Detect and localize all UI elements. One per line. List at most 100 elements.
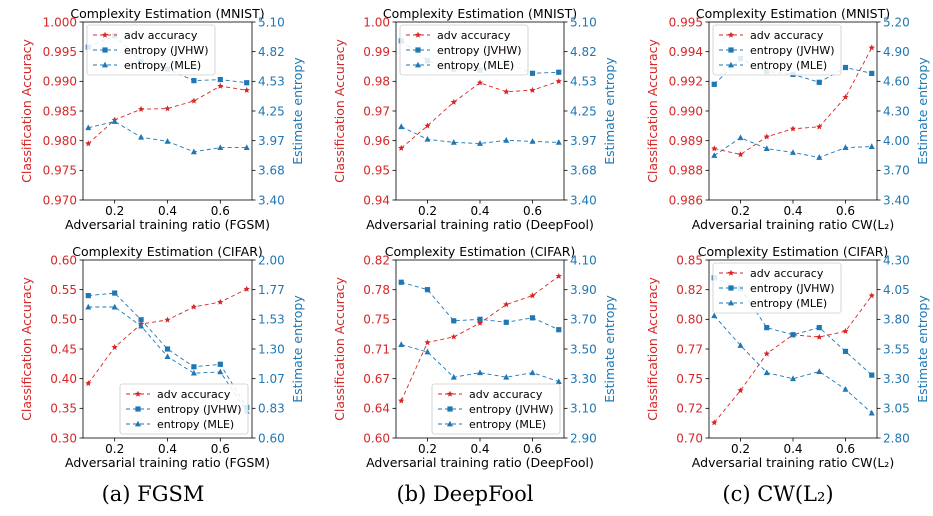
data-point (503, 319, 509, 325)
x-tick-label: 0.6 (836, 204, 855, 218)
y-tick-label: 0.98 (363, 75, 390, 89)
y2-tick-label: 1.53 (258, 313, 285, 327)
data-point (555, 272, 562, 279)
y-tick-label: 0.60 (50, 253, 77, 267)
data-point (138, 317, 144, 323)
legend-label: entropy (MLE) (124, 59, 201, 72)
legend-label: entropy (JVHW) (437, 44, 522, 57)
legend: adv accuracy entropy (JVHW) entropy (MLE) (399, 24, 529, 76)
data-point (111, 343, 118, 350)
y2-axis-label: Estimate entropy (915, 295, 930, 403)
y2-tick-label: 4.25 (570, 104, 597, 118)
data-point (164, 138, 171, 144)
y2-tick-label: 3.05 (883, 402, 910, 416)
series-line (401, 80, 559, 149)
y-tick-label: 0.994 (669, 45, 703, 59)
y-tick-label: 0.96 (363, 134, 390, 148)
data-point (164, 105, 171, 112)
legend-box (431, 383, 561, 435)
data-point (217, 361, 223, 367)
data-point (424, 339, 431, 346)
data-point (868, 143, 875, 149)
data-point (85, 303, 92, 310)
x-tick-label: 0.2 (418, 442, 437, 456)
y2-tick-label: 4.90 (883, 45, 910, 59)
y2-tick-label: 3.30 (883, 372, 910, 386)
y2-tick-label: 0.83 (258, 402, 285, 416)
data-point (450, 139, 457, 145)
legend-marker (728, 299, 734, 306)
data-point (790, 375, 796, 382)
data-point (868, 44, 875, 51)
chart-title: Complexity Estimation (CIFAR) (72, 244, 263, 259)
data-point (477, 140, 483, 146)
data-point (789, 125, 797, 132)
legend-box (399, 24, 529, 76)
chart-title: Complexity Estimation (MNIST) (383, 6, 577, 21)
data-point (842, 144, 849, 150)
legend-marker (447, 406, 453, 412)
y2-tick-label: 3.70 (883, 164, 910, 178)
y2-tick-label: 3.68 (258, 164, 285, 178)
data-point (111, 118, 118, 124)
x-tick-label: 0.2 (105, 442, 124, 456)
y2-tick-label: 5.20 (883, 15, 910, 29)
data-point (190, 148, 197, 155)
data-point (477, 369, 483, 376)
x-tick-label: 0.4 (470, 204, 489, 218)
data-point (398, 144, 405, 151)
x-tick-label: 0.6 (523, 204, 542, 218)
y2-tick-label: 3.97 (570, 134, 597, 148)
x-tick-label: 0.6 (523, 442, 542, 456)
y-tick-label: 0.30 (50, 431, 77, 445)
legend-marker (415, 61, 421, 68)
y-tick-label: 0.97 (363, 104, 390, 118)
y2-tick-label: 3.55 (883, 342, 910, 356)
legend-marker (415, 47, 421, 53)
x-tick-label: 0.6 (211, 204, 230, 218)
x-tick-label: 0.2 (731, 442, 750, 456)
x-axis-label: Adversarial training ratio (DeepFool) (366, 217, 594, 232)
y-tick-label: 0.980 (43, 134, 77, 148)
data-point (503, 88, 510, 95)
chart-panel-5: Complexity Estimation (CIFAR) 0.2 0.4 0.6Ad… (332, 244, 617, 470)
y-tick-label: 0.64 (363, 402, 390, 416)
y-tick-label: 0.60 (363, 431, 390, 445)
data-point (763, 133, 770, 140)
series-entropy-mle (85, 303, 250, 414)
y2-tick-label: 4.60 (883, 75, 910, 89)
legend-marker (414, 31, 422, 38)
legend-marker (102, 61, 108, 68)
data-point (191, 78, 197, 84)
legend-label: adv accuracy (157, 388, 231, 401)
y-axis-label: Classification Accuracy (645, 277, 660, 421)
legend: adv accuracy entropy (JVHW) entropy (MLE) (119, 383, 249, 435)
data-point (243, 86, 250, 93)
x-axis-label: Adversarial training ratio (FGSM) (65, 455, 270, 470)
y-tick-label: 0.990 (43, 75, 77, 89)
series-entropy-mle (398, 341, 562, 385)
series-line (713, 295, 873, 423)
y-tick-label: 0.990 (669, 104, 703, 118)
data-point (737, 134, 744, 141)
y2-tick-label: 4.53 (258, 75, 285, 89)
data-point (398, 341, 405, 347)
data-point (217, 82, 224, 89)
chart-title: Complexity Estimation (MNIST) (696, 6, 890, 21)
data-point (450, 98, 457, 105)
y2-tick-label: 3.68 (570, 164, 597, 178)
series-entropy-mle (711, 312, 875, 416)
y2-tick-label: 3.90 (570, 283, 597, 297)
series-entropy-jvhw (398, 279, 562, 333)
data-point (85, 293, 91, 299)
legend-label: entropy (JVHW) (124, 44, 209, 57)
y-tick-label: 0.986 (669, 193, 703, 207)
chart-panel-1: Complexity Estimation (MNIST) 0.2 0.4 0.6Ad… (19, 6, 305, 232)
data-point (85, 140, 92, 147)
legend-box (712, 24, 842, 76)
legend-label: adv accuracy (124, 29, 198, 42)
y-axis-label: Classification Accuracy (332, 277, 347, 421)
data-point (868, 409, 875, 416)
legend-marker (446, 390, 454, 397)
data-point (190, 303, 197, 310)
